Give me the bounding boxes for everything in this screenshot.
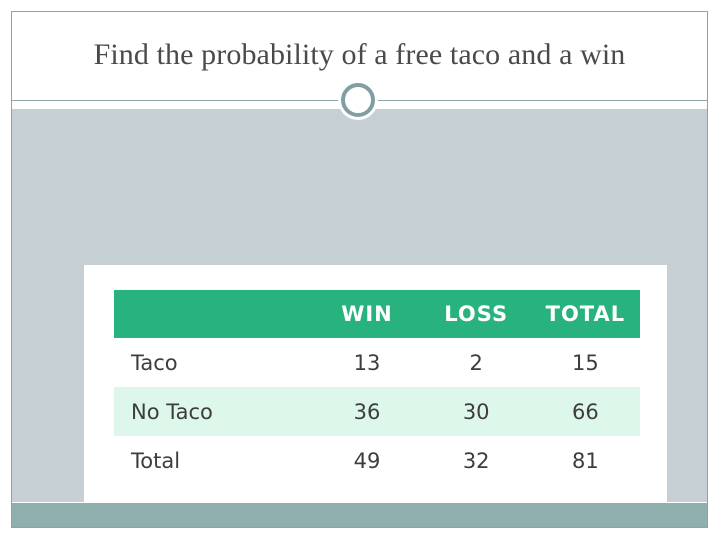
table-row-no-taco: No Taco 36 30 66 [114,387,640,436]
cell-total: 15 [572,350,599,375]
cell-loss: 30 [421,387,531,436]
table-row-total: Total 49 32 81 [114,436,640,485]
contingency-table: WIN LOSS TOTAL Taco 13 2 15 No Taco 36 [114,290,640,485]
divider-circle-ornament [341,83,375,117]
cell-win: 13 [353,350,381,375]
cell-win: 36 [312,387,422,436]
header-empty-cell [114,290,313,338]
content-area: WIN LOSS TOTAL Taco 13 2 15 No Taco 36 [12,109,707,511]
footer-bar [12,503,707,527]
cell-loss: 32 [462,448,490,473]
cell-win: 49 [353,448,381,473]
header-win: WIN [312,290,422,338]
cell-loss: 2 [469,350,483,375]
header-total: TOTAL [530,290,640,338]
slide-title: Find the probability of a free taco and … [93,38,626,71]
cell-total: 66 [530,387,640,436]
row-label: Total [131,448,181,473]
table-row-taco: Taco 13 2 15 [114,338,640,387]
table-image-card: WIN LOSS TOTAL Taco 13 2 15 No Taco 36 [84,265,667,511]
table-header-row: WIN LOSS TOTAL [114,290,640,338]
slide-frame: Find the probability of a free taco and … [11,11,708,528]
header-loss: LOSS [421,290,531,338]
row-label: Taco [131,350,178,375]
cell-total: 81 [572,448,599,473]
row-label: No Taco [114,387,313,436]
